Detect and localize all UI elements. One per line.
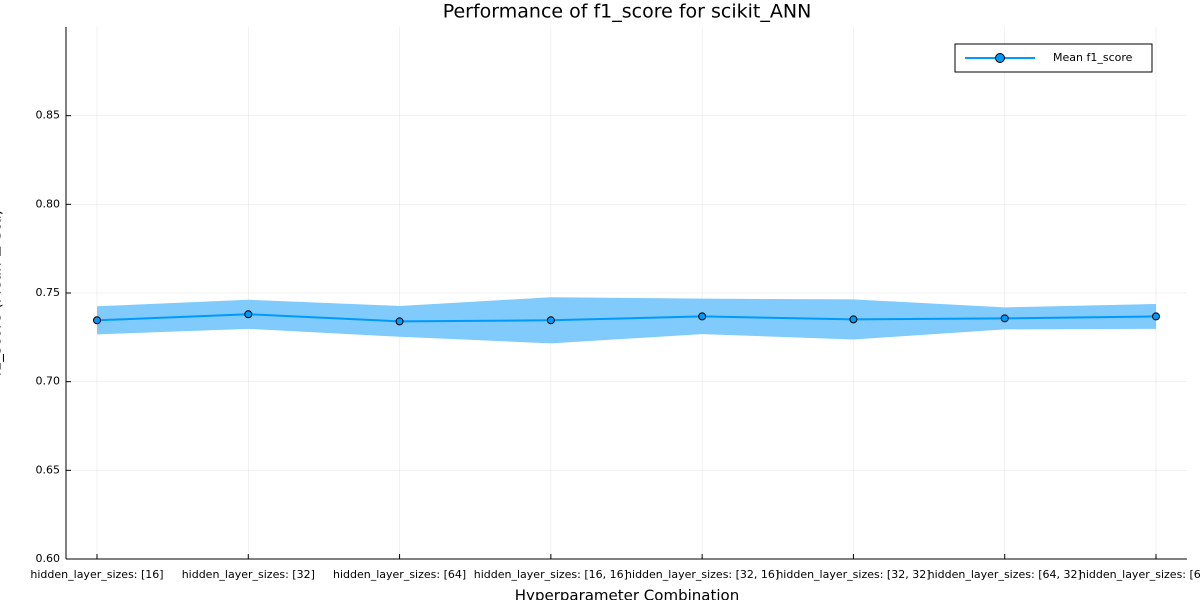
marker (546, 316, 555, 325)
y-tick-label: 0.65 (36, 463, 61, 476)
x-tick-label: hidden_layer_sizes: [16, 16] (474, 568, 628, 581)
x-tick-label: hidden_layer_sizes: [16] (30, 568, 163, 581)
x-tick-label: hidden_layer_sizes: [32, 32] (776, 568, 930, 581)
y-tick-label: 0.60 (36, 552, 61, 565)
x-tick-label: hidden_layer_sizes: [64] (333, 568, 466, 581)
x-tick-label: hidden_layer_sizes: [64, 32] (928, 568, 1082, 581)
marker (1000, 314, 1009, 323)
marker (244, 310, 253, 319)
marker (395, 317, 404, 326)
y-tick-label: 0.85 (36, 109, 61, 122)
x-tick-label: hidden_layer_sizes: [32] (182, 568, 315, 581)
mean-line (96, 313, 1157, 323)
y-tick-label: 0.70 (36, 375, 61, 388)
y-tick-label: 0.80 (36, 197, 61, 210)
legend-marker (995, 53, 1005, 63)
marker (698, 312, 707, 321)
chart-title: Performance of f1_score for scikit_ANN (443, 1, 812, 23)
marker (93, 316, 101, 325)
y-axis-label: f1_score (Mean ± Std) (0, 210, 6, 377)
legend-label: Mean f1_score (1053, 51, 1133, 64)
marker (1152, 312, 1160, 321)
marker (849, 315, 858, 324)
x-tick-label: hidden_layer_sizes: [32, 16] (625, 568, 779, 581)
x-tick-label: hidden_layer_sizes: [64, 64] (1079, 568, 1200, 581)
y-tick-label: 0.75 (36, 286, 61, 299)
error-band (97, 297, 1156, 344)
x-axis-label: Hyperparameter Combination (515, 587, 739, 600)
